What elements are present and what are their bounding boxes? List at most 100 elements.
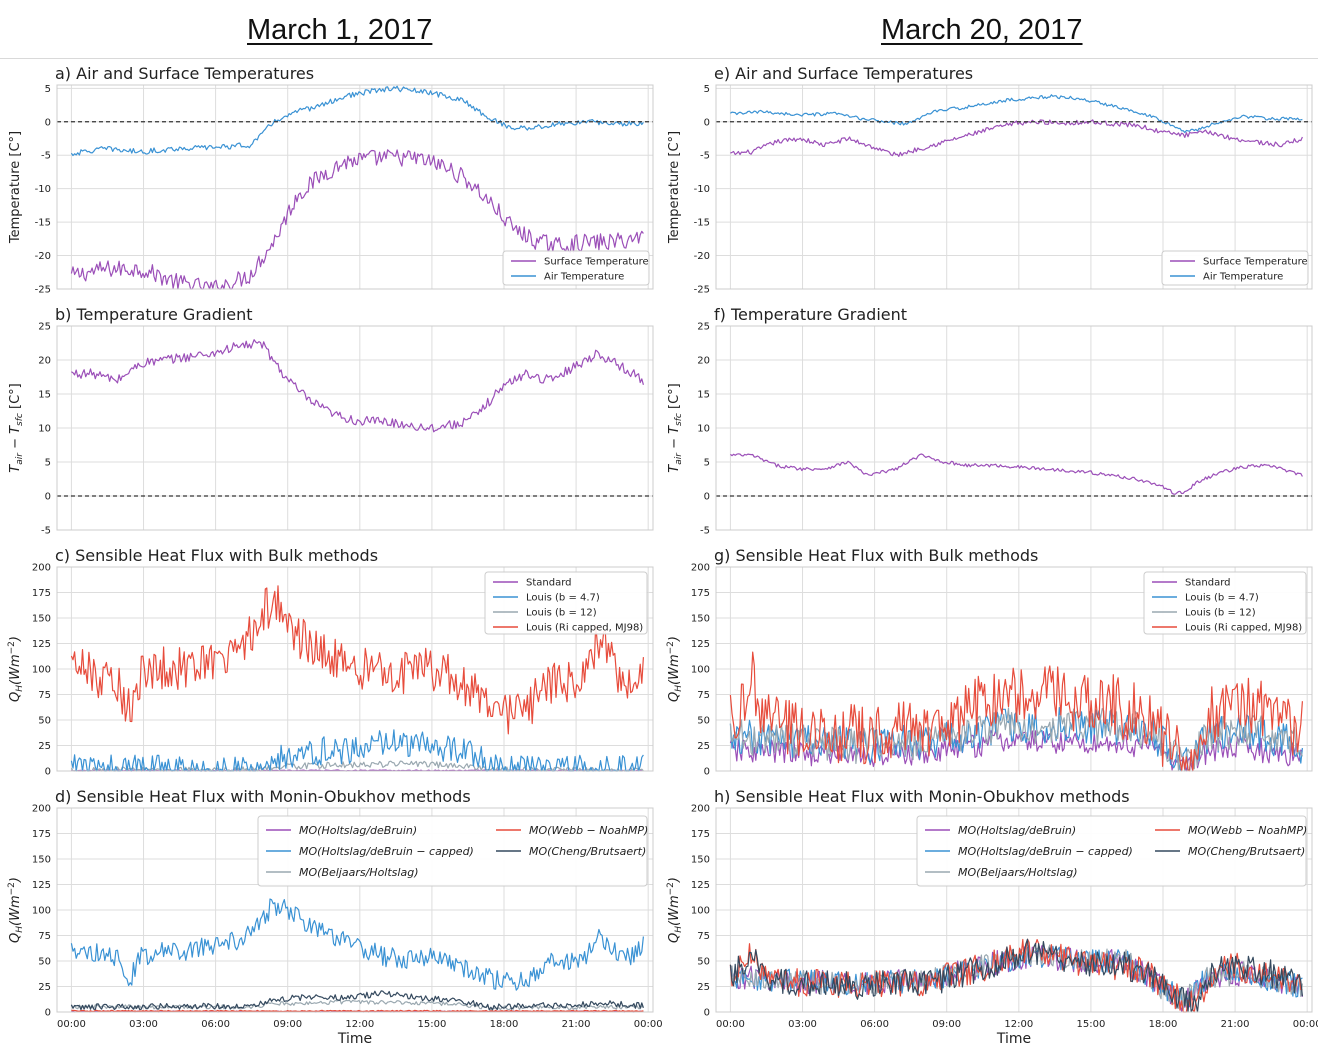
x-tick-label: 06:00 [201, 1019, 230, 1030]
legend-label: Surface Temperature [544, 257, 649, 268]
legend: Surface Temperature Air Temperature [1161, 250, 1309, 286]
x-tick-label: 03:00 [788, 1019, 817, 1030]
legend-label: Air Temperature [1203, 272, 1283, 283]
y-tick-label: 0 [704, 767, 710, 778]
y-tick-label: 150 [32, 614, 51, 625]
x-tick-label: 03:00 [129, 1019, 158, 1030]
x-tick-label: 15:00 [1076, 1019, 1105, 1030]
x-tick-label: 18:00 [490, 1019, 519, 1030]
y-tick-label: 5 [45, 458, 51, 469]
y-tick-label: 50 [697, 957, 710, 968]
y-tick-label: -15 [35, 218, 51, 229]
panel-a: 5 0 -5 -10 -15 -20 -25 a) Air and Surface Tempe… [8, 64, 654, 296]
y-tick-label: -5 [700, 151, 710, 162]
x-tick-label: 18:00 [1149, 1019, 1178, 1030]
legend-label: MO(Holtslag/deBruin) [958, 824, 1076, 837]
date-header-left: March 1, 2017 [247, 14, 433, 46]
legend: Standard Louis (b = 4.7) Louis (b = 12) Lou… [1143, 571, 1307, 635]
y-tick-label: 10 [697, 424, 710, 435]
plot-frame [56, 807, 654, 1013]
chart-title: d) Sensible Heat Flux with Monin-Obukhov… [55, 787, 471, 806]
y-tick-label: -5 [700, 526, 710, 537]
legend: MO(Holtslag/deBruin) MO(Holtslag/deBruin … [257, 815, 648, 887]
panel-f: 25 20 15 10 5 0 -5 f) Temperature Gradient Tair … [667, 305, 1313, 537]
x-axis-label: Time [337, 1031, 372, 1047]
legend: MO(Holtslag/deBruin) MO(Holtslag/deBruin … [916, 815, 1307, 887]
y-tick-label: 0 [45, 492, 51, 503]
y-axis-label: QH(Wm−2) [666, 877, 684, 943]
series-line [730, 453, 1303, 495]
legend: Surface Temperature Air Temperature [502, 250, 650, 286]
x-tick-label: 21:00 [562, 1019, 591, 1030]
legend-label: Louis (b = 4.7) [1185, 593, 1259, 604]
series-line [71, 339, 644, 433]
y-tick-label: 200 [691, 804, 710, 815]
plot-frame [715, 325, 1313, 531]
y-tick-label: 5 [704, 458, 710, 469]
chart-title: g) Sensible Heat Flux with Bulk methods [714, 546, 1038, 565]
y-tick-label: 20 [38, 356, 51, 367]
series-line [70, 990, 644, 1011]
series-line [70, 999, 644, 1011]
header-separator [0, 58, 1318, 59]
y-tick-label: 125 [691, 880, 710, 891]
x-tick-label: 21:00 [1221, 1019, 1250, 1030]
y-tick-label: 175 [691, 829, 710, 840]
legend-label: Louis (Ri capped, MJ98) [1185, 623, 1302, 634]
y-axis-label: QH(Wm−2) [7, 877, 25, 943]
y-axis-label: Tair − Tsfc [C°] [8, 383, 25, 472]
legend-box [1143, 571, 1307, 635]
legend-box [484, 571, 648, 635]
y-tick-label: 50 [697, 716, 710, 727]
y-tick-label: 150 [691, 855, 710, 866]
y-tick-label: 20 [697, 356, 710, 367]
y-tick-label: 25 [697, 322, 710, 333]
x-tick-label: 06:00 [860, 1019, 889, 1030]
y-tick-label: -25 [35, 285, 51, 296]
x-tick-label: 00:00 [634, 1019, 663, 1030]
y-tick-label: 25 [38, 741, 51, 752]
y-tick-label: -10 [35, 184, 51, 195]
y-tick-label: 75 [38, 931, 51, 942]
y-tick-label: 25 [697, 982, 710, 993]
chart-title: f) Temperature Gradient [714, 305, 907, 324]
legend-label: MO(Holtslag/deBruin − capped) [299, 845, 474, 858]
x-tick-label: 00:00 [716, 1019, 745, 1030]
y-tick-label: 25 [697, 741, 710, 752]
y-tick-label: 150 [691, 614, 710, 625]
legend-label: Louis (b = 4.7) [526, 593, 600, 604]
series-line [70, 585, 644, 735]
panel-g: 200 175 150 125 100 75 50 25 0 g) Sensible Heat F… [666, 546, 1313, 778]
y-tick-label: 10 [38, 424, 51, 435]
y-tick-label: 100 [32, 665, 51, 676]
y-tick-label: 25 [38, 982, 51, 993]
series-line [729, 938, 1303, 1013]
y-tick-label: -25 [694, 285, 710, 296]
legend-label: Surface Temperature [1203, 257, 1308, 268]
x-tick-label: 09:00 [932, 1019, 961, 1030]
series-line [730, 119, 1303, 157]
y-tick-label: 125 [32, 880, 51, 891]
legend-label: MO(Holtslag/deBruin) [299, 824, 417, 837]
legend-box [1161, 250, 1309, 286]
series-line [730, 94, 1303, 134]
y-axis-label: QH(Wm−2) [7, 636, 25, 702]
y-tick-label: 0 [45, 767, 51, 778]
x-axis-label: Time [996, 1031, 1031, 1047]
panel-e: 5 0 -5 -10 -15 -20 -25 e) Air and Surface Tempe… [667, 64, 1313, 296]
legend-label: MO(Beljaars/Holtslag) [299, 866, 418, 879]
x-tick-label: 00:00 [1293, 1019, 1318, 1030]
x-tick-label: 15:00 [417, 1019, 446, 1030]
series-line [729, 651, 1303, 772]
plot-frame [56, 325, 654, 531]
series-line [70, 898, 644, 991]
legend-label: Louis (b = 12) [526, 608, 597, 619]
y-tick-label: 15 [38, 390, 51, 401]
y-tick-label: 200 [32, 804, 51, 815]
series-line [70, 85, 644, 157]
y-tick-label: 100 [691, 906, 710, 917]
y-tick-label: 15 [697, 390, 710, 401]
legend-label: Standard [526, 578, 572, 589]
series-line [71, 1009, 644, 1013]
